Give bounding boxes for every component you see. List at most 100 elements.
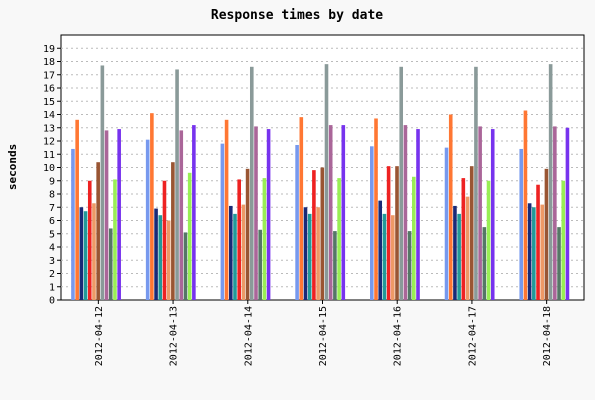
bar	[249, 66, 254, 300]
bar	[96, 162, 100, 300]
bar	[523, 110, 528, 301]
bar	[490, 129, 495, 300]
bar	[108, 228, 113, 300]
bar	[486, 180, 491, 300]
bar	[399, 66, 404, 300]
y-tick-label: 17	[43, 70, 55, 81]
y-tick-label: 11	[43, 150, 55, 161]
bar	[75, 119, 79, 300]
x-tick-label: 2012-04-15	[318, 306, 329, 366]
bar	[374, 118, 378, 300]
x-tick-label: 2012-04-14	[243, 306, 254, 366]
bar	[228, 205, 233, 300]
bar	[519, 148, 524, 300]
bar	[416, 129, 420, 300]
bar	[461, 178, 466, 300]
bar	[245, 168, 250, 300]
y-tick-label: 14	[43, 110, 55, 121]
bar	[171, 162, 175, 300]
bar	[92, 203, 96, 300]
y-tick-label: 0	[49, 296, 55, 307]
bar	[469, 166, 474, 300]
bar	[307, 213, 312, 301]
bar	[220, 143, 225, 300]
bar	[104, 130, 109, 300]
x-tick-label: 2012-04-13	[169, 306, 180, 366]
y-tick-label: 1	[49, 282, 55, 293]
bar	[183, 232, 188, 300]
bar	[324, 64, 329, 301]
bar	[237, 179, 241, 300]
bar	[474, 66, 478, 300]
y-tick-label: 3	[49, 256, 55, 267]
y-tick-label: 9	[49, 176, 55, 187]
bar	[192, 125, 196, 300]
bar	[527, 203, 532, 300]
y-tick-label: 16	[43, 84, 55, 95]
bar	[312, 170, 316, 300]
bar	[79, 207, 84, 300]
bar	[341, 125, 346, 300]
bar	[337, 178, 341, 300]
bar	[100, 65, 105, 300]
bar	[412, 176, 416, 300]
bar	[444, 147, 449, 301]
x-tick-label: 2012-04-18	[542, 306, 553, 366]
bar	[553, 126, 557, 300]
bar	[166, 220, 171, 300]
y-tick-label: 6	[49, 216, 55, 227]
bar	[233, 213, 237, 301]
bar	[453, 205, 457, 300]
x-tick-label: 2012-04-17	[467, 306, 478, 366]
bar	[465, 196, 470, 300]
bar	[382, 213, 387, 301]
bar	[561, 180, 566, 300]
bar	[179, 130, 184, 300]
bar	[391, 215, 395, 300]
y-tick-label: 10	[43, 163, 55, 174]
y-axis-label: seconds	[6, 144, 19, 190]
bar	[158, 215, 163, 300]
x-axis-ticks: 2012-04-12 2012-04-13 2012-04-14 2012-04-15…	[94, 300, 553, 366]
bar	[254, 126, 258, 300]
y-tick-label: 2	[49, 269, 55, 280]
bar	[175, 69, 179, 300]
bar	[303, 207, 308, 300]
bar	[532, 207, 536, 300]
y-tick-label: 5	[49, 229, 55, 240]
bar	[457, 213, 461, 301]
bar	[482, 227, 487, 301]
bar	[113, 179, 117, 300]
bars-group	[71, 64, 570, 301]
bar	[266, 129, 271, 300]
bar	[557, 227, 561, 301]
y-tick-label: 19	[43, 44, 55, 55]
bar	[544, 168, 549, 300]
y-tick-label: 4	[49, 243, 55, 254]
bar	[258, 229, 262, 300]
bar	[83, 211, 88, 300]
x-tick-label: 2012-04-12	[94, 306, 105, 366]
y-tick-label: 13	[43, 123, 55, 134]
bar	[565, 127, 570, 300]
bar	[386, 166, 391, 300]
bar	[536, 184, 540, 300]
bar	[403, 125, 408, 300]
bar	[224, 119, 229, 300]
bar	[87, 180, 92, 300]
bar	[145, 139, 150, 300]
bar	[478, 126, 482, 300]
bar	[187, 172, 192, 300]
bar	[316, 207, 320, 300]
x-tick-label: 2012-04-16	[393, 306, 404, 366]
bar	[328, 125, 333, 300]
bar	[320, 167, 325, 300]
y-tick-label: 8	[49, 190, 55, 201]
bar	[71, 148, 75, 300]
bar	[548, 64, 553, 301]
bar	[295, 144, 299, 300]
bar	[395, 166, 399, 300]
bar	[299, 117, 304, 301]
bar	[448, 114, 453, 300]
